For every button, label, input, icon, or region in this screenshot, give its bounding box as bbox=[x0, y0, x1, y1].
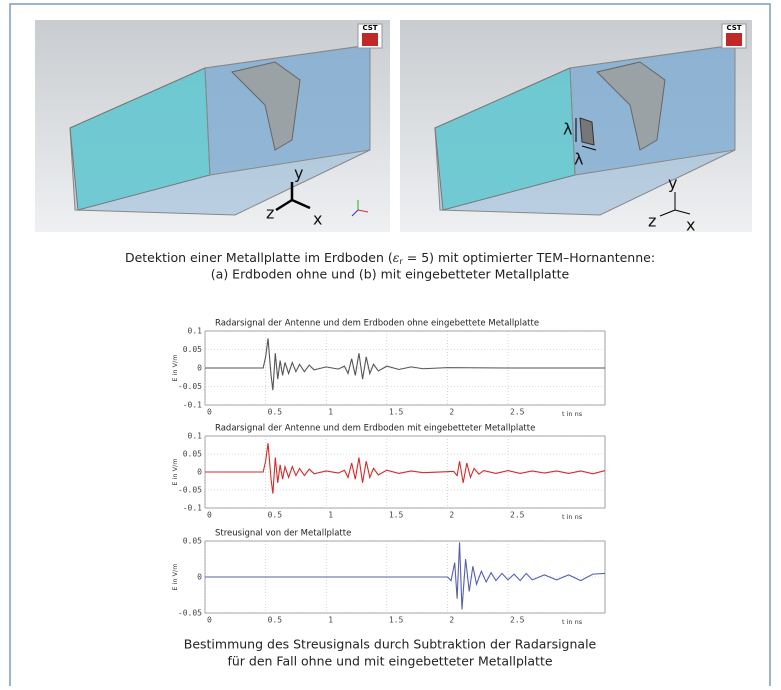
lambda-width: λ bbox=[574, 150, 583, 169]
axis-y: y bbox=[668, 174, 677, 193]
x-tick-label: 0 bbox=[207, 616, 212, 625]
chart-title: Streusignal von der Metallplatte bbox=[215, 529, 351, 539]
y-tick-label: 0.05 bbox=[183, 537, 202, 546]
lambda-height: λ bbox=[563, 120, 572, 139]
axis-x: x bbox=[313, 210, 322, 229]
y-tick-label: 0.05 bbox=[183, 345, 202, 354]
y-tick-label: 0 bbox=[197, 573, 202, 582]
y-tick-label: 0.05 bbox=[183, 450, 202, 459]
y-tick-label: -0.05 bbox=[178, 382, 202, 391]
caption-top-line2: (a) Erdboden ohne und (b) mit eingebette… bbox=[211, 267, 570, 282]
y-tick-label: 0 bbox=[197, 468, 202, 477]
x-tick-label: 0 bbox=[207, 511, 212, 520]
axis-x: x bbox=[686, 216, 695, 235]
render-b: λ λ CST y z x bbox=[400, 20, 752, 235]
x-tick-label: 2.5 bbox=[510, 616, 525, 625]
x-tick-label: 2 bbox=[449, 511, 454, 520]
y-tick-label: 0 bbox=[197, 364, 202, 373]
axis-z: z bbox=[648, 212, 656, 231]
y-axis-label: E in V/m bbox=[171, 458, 179, 485]
caption-text: = 5) mit optimierter TEM–Hornantenne: bbox=[403, 250, 655, 265]
x-tick-label: 1.5 bbox=[389, 511, 404, 520]
caption-text: Detektion einer Metallplatte im Erdboden… bbox=[125, 250, 393, 265]
x-tick-label: 1.5 bbox=[389, 408, 404, 417]
x-tick-label: 1 bbox=[328, 408, 333, 417]
x-tick-label: 0.5 bbox=[268, 511, 283, 520]
x-tick-label: 2.5 bbox=[510, 408, 525, 417]
chart-title: Radarsignal der Antenne und dem Erdboden… bbox=[215, 424, 535, 434]
logo: CST bbox=[726, 24, 741, 32]
x-tick-label: 1 bbox=[328, 511, 333, 520]
axis-z: z bbox=[266, 204, 274, 223]
y-axis-label: E in V/m bbox=[171, 563, 179, 590]
x-axis-label: t in ns bbox=[562, 410, 583, 418]
x-tick-label: 1 bbox=[328, 616, 333, 625]
x-tick-label: 0.5 bbox=[268, 408, 283, 417]
caption-bottom-line1: Bestimmung des Streusignals durch Subtra… bbox=[184, 637, 597, 652]
logo: CST bbox=[362, 24, 377, 32]
y-tick-label: -0.1 bbox=[183, 504, 202, 513]
x-tick-label: 0.5 bbox=[268, 616, 283, 625]
x-axis-label: t in ns bbox=[562, 513, 583, 521]
caption-top-line1: Detektion einer Metallplatte im Erdboden… bbox=[125, 250, 655, 266]
axis-y: y bbox=[294, 164, 303, 183]
x-tick-label: 0 bbox=[207, 408, 212, 417]
y-axis-label: E in V/m bbox=[171, 354, 179, 381]
x-axis-label: t in ns bbox=[562, 618, 583, 626]
x-tick-label: 2 bbox=[449, 616, 454, 625]
y-tick-label: 0.1 bbox=[188, 432, 203, 441]
y-tick-label: -0.1 bbox=[183, 401, 202, 410]
x-tick-label: 2 bbox=[449, 408, 454, 417]
y-tick-label: -0.05 bbox=[178, 609, 202, 618]
x-tick-label: 2.5 bbox=[510, 511, 525, 520]
y-tick-label: -0.05 bbox=[178, 486, 202, 495]
x-tick-label: 1.5 bbox=[389, 616, 404, 625]
y-tick-label: 0.1 bbox=[188, 327, 203, 336]
render-a: CST y z x bbox=[35, 20, 390, 232]
caption-bottom-line2: für den Fall ohne und mit eingebetteter … bbox=[227, 654, 552, 669]
chart-title: Radarsignal der Antenne und dem Erdboden… bbox=[215, 319, 539, 329]
figure-page: CST y z x λ λ CST y z x Detektion einer … bbox=[0, 0, 781, 686]
